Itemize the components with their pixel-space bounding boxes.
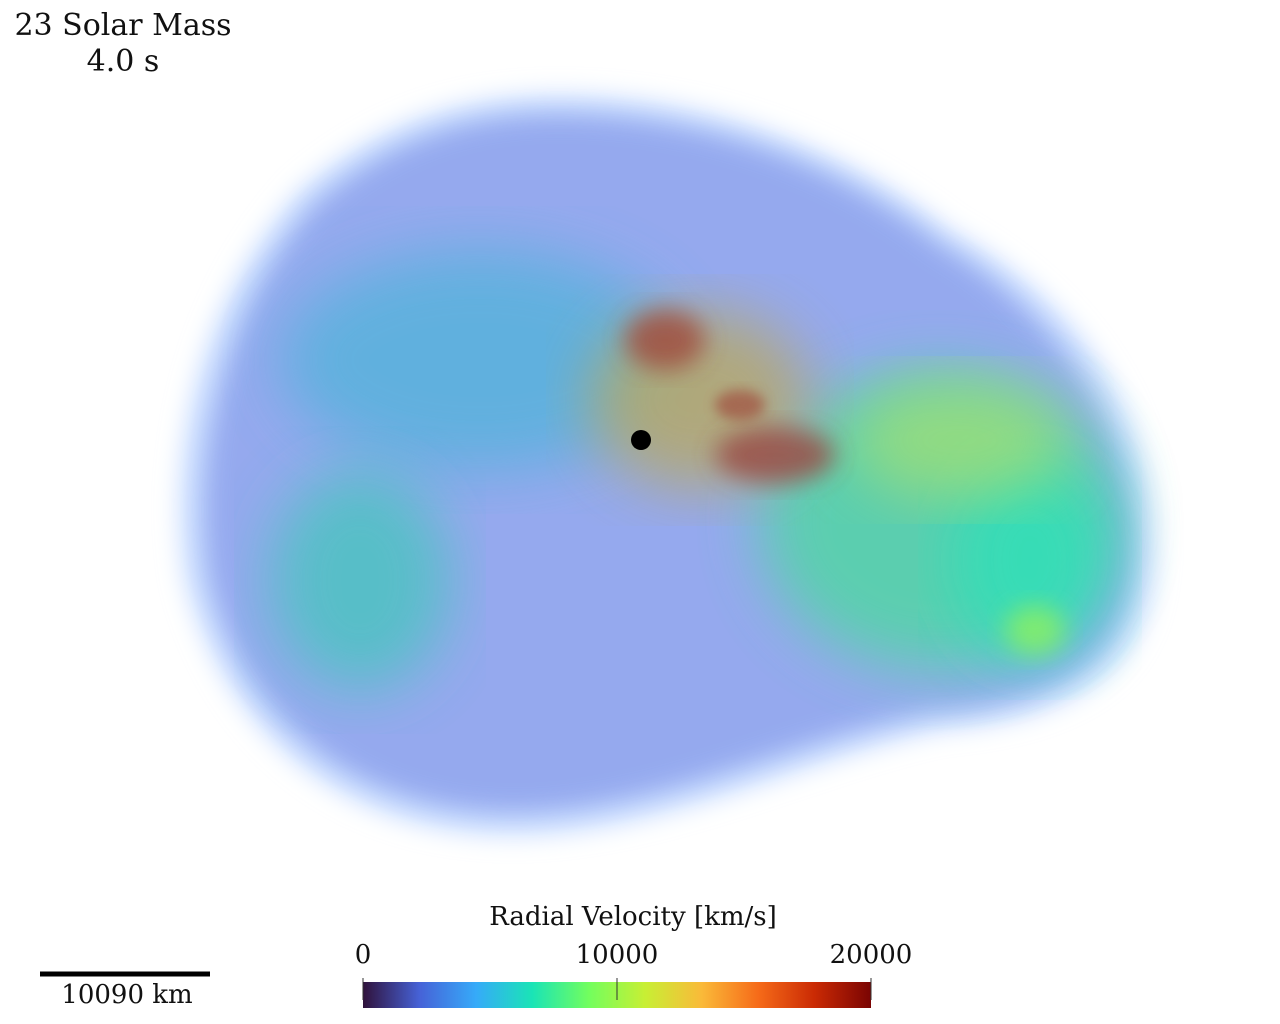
colorbar-title: Radial Velocity [km/s] — [489, 902, 777, 932]
ejecta-render — [179, 94, 1156, 836]
colorbar-tick-label: 20000 — [830, 940, 913, 970]
scale-bar-label: 10090 km — [61, 980, 192, 1010]
colorbar-ticks: 0 10000 20000 — [355, 940, 913, 1000]
title: 23 Solar Mass — [14, 8, 231, 43]
colorbar-tick-label: 10000 — [576, 940, 659, 970]
colorbar-tick-label: 0 — [355, 940, 372, 970]
time-label: 4.0 s — [87, 44, 160, 79]
